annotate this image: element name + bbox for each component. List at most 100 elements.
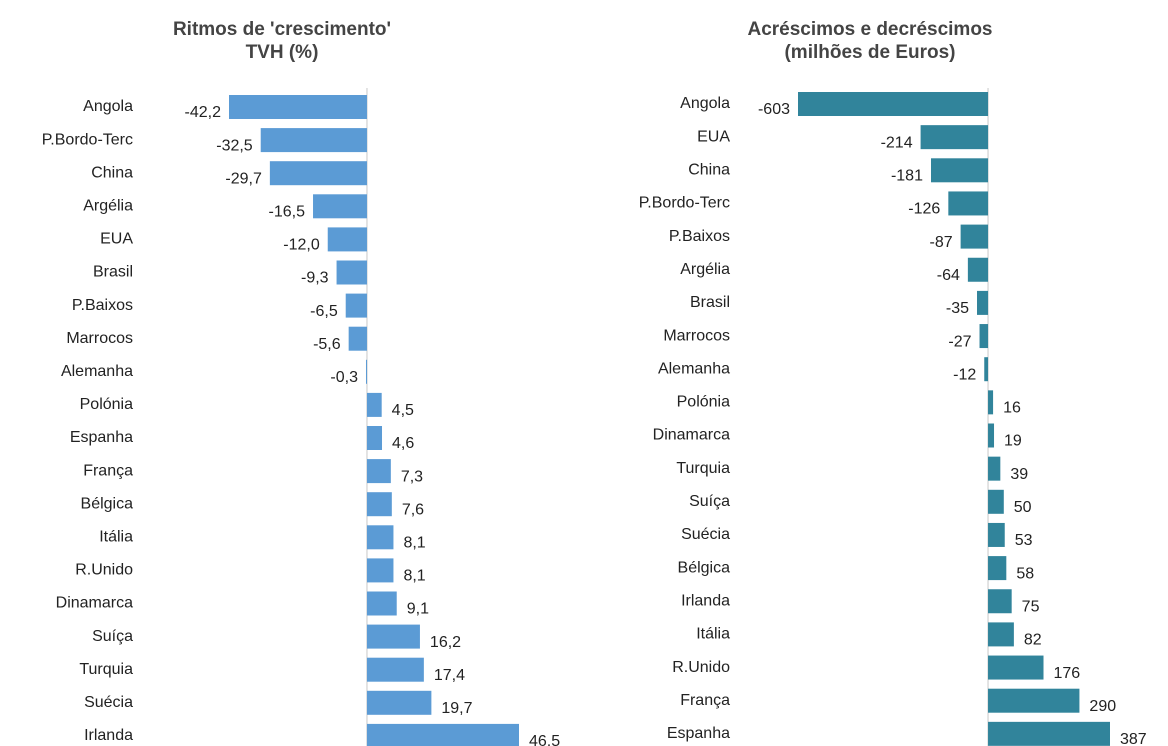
value-label: -181 [891, 168, 923, 185]
category-label: Suécia [84, 694, 133, 711]
bar [798, 92, 989, 116]
bar [313, 194, 367, 219]
value-label: -32,5 [216, 137, 253, 154]
bar [988, 390, 994, 415]
value-label: 7,3 [401, 468, 423, 485]
value-label: -27 [948, 333, 971, 350]
category-label: P.Baixos [669, 228, 730, 245]
chart-subtitle: TVH (%) [246, 42, 319, 63]
category-label: Dinamarca [56, 595, 133, 612]
value-label: 19 [1004, 433, 1022, 450]
bar [979, 324, 989, 349]
bar [988, 556, 1007, 581]
bar [920, 125, 989, 150]
bar [988, 688, 1080, 713]
category-label: P.Baixos [72, 297, 133, 314]
bar [365, 359, 367, 384]
value-label: -87 [929, 234, 952, 251]
bar [988, 489, 1004, 514]
bar [366, 525, 394, 550]
bar [366, 591, 397, 616]
value-label: -5,6 [313, 336, 341, 353]
value-label: 58 [1016, 565, 1034, 582]
category-label: Suécia [681, 526, 730, 543]
bar [366, 624, 420, 649]
bar [260, 128, 367, 153]
category-label: Bélgica [678, 559, 731, 576]
category-label: Suíça [92, 628, 133, 645]
category-label: Polónia [80, 396, 133, 413]
bar [348, 326, 367, 351]
value-label: -603 [758, 101, 790, 118]
value-label: 16,2 [430, 634, 461, 651]
value-label: -42,2 [185, 104, 222, 121]
category-label: Suíça [689, 493, 730, 510]
category-label: Marrocos [663, 327, 730, 344]
category-label: Bélgica [81, 495, 134, 512]
bar [960, 224, 989, 249]
value-label: 17,4 [434, 667, 465, 684]
bar [988, 423, 995, 448]
bar [366, 459, 391, 484]
value-label: 8,1 [403, 568, 425, 585]
bar [269, 161, 367, 186]
category-label: França [83, 462, 133, 479]
value-label: -29,7 [225, 170, 262, 187]
value-label: 19,7 [441, 700, 472, 717]
bar [345, 293, 367, 318]
category-label: R.Unido [672, 659, 730, 676]
category-label: Espanha [667, 725, 730, 742]
value-label: 39 [1010, 466, 1028, 483]
category-label: Itália [696, 626, 730, 643]
bar [366, 392, 382, 417]
bar [988, 622, 1014, 647]
bar [967, 257, 989, 282]
bar [948, 191, 989, 216]
value-label: -126 [908, 201, 940, 218]
bar [366, 723, 519, 746]
value-label: 75 [1022, 598, 1040, 615]
category-label: Alemanha [658, 360, 730, 377]
category-label: Angola [83, 98, 133, 115]
value-label: 290 [1089, 698, 1116, 715]
chart-title: Ritmos de 'crescimento' [173, 19, 391, 40]
category-label: R.Unido [75, 562, 133, 579]
category-label: Argélia [83, 198, 133, 215]
bar [977, 290, 989, 315]
value-label: 50 [1014, 499, 1032, 516]
bar [930, 158, 989, 183]
value-label: 387 [1120, 731, 1147, 746]
chart-subtitle: (milhões de Euros) [784, 42, 955, 63]
bar [366, 690, 432, 715]
category-label: Itália [99, 529, 133, 546]
bar [988, 721, 1110, 746]
category-label: Alemanha [61, 363, 133, 380]
bar [988, 589, 1012, 614]
chart-title: Acréscimos e decréscimos [747, 19, 992, 40]
value-label: 4,5 [392, 402, 414, 419]
value-label: 176 [1054, 665, 1081, 682]
category-label: EUA [697, 128, 730, 145]
category-label: P.Bordo-Terc [42, 131, 133, 148]
value-label: -35 [946, 300, 969, 317]
category-label: Polónia [677, 394, 730, 411]
category-label: França [680, 692, 730, 709]
value-label: -16,5 [269, 204, 306, 221]
value-label: -6,5 [310, 303, 338, 320]
bar [336, 260, 367, 285]
category-label: Marrocos [66, 330, 133, 347]
category-label: P.Bordo-Terc [639, 195, 730, 212]
bar [229, 95, 367, 119]
value-label: 7,6 [402, 501, 424, 518]
bar [366, 657, 424, 682]
bar [366, 492, 392, 517]
value-label: -64 [937, 267, 960, 284]
bar [366, 426, 383, 450]
category-label: Espanha [70, 429, 133, 446]
value-label: 9,1 [407, 601, 429, 618]
category-label: Brasil [690, 294, 730, 311]
value-label: 53 [1015, 532, 1033, 549]
category-label: Angola [680, 95, 730, 112]
bar [988, 655, 1044, 680]
